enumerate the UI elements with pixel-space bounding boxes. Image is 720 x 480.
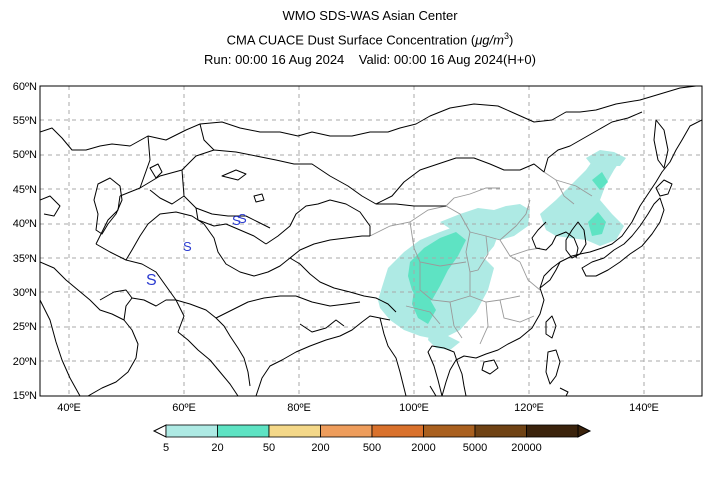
lat-label: 55ºN [13, 115, 37, 127]
colorbar-segment [371, 424, 424, 438]
caspian-sea [93, 177, 123, 235]
colorbar: 5 20 50 200 500 2000 5000 20000 [152, 424, 592, 454]
colorbar-segment [165, 424, 218, 438]
colorbar-label: 5000 [463, 442, 487, 454]
gridlines [40, 86, 702, 396]
station-marker: S [183, 239, 192, 254]
station-marker: S [146, 272, 157, 289]
coastline-korea [565, 221, 587, 259]
dust-area-north-china [440, 204, 530, 240]
chart-subtitle: CMA CUACE Dust Surface Concentration (μg… [226, 31, 514, 48]
dust-field-mid [408, 172, 608, 324]
run-time: Run: 00:00 16 Aug 2024 [204, 52, 345, 68]
lon-label: 80ºE [287, 402, 311, 414]
lon-label: 60ºE [172, 402, 196, 414]
lat-label: 15ºN [13, 390, 37, 402]
colorbar-segment [217, 424, 270, 438]
dust-core-manchuria [592, 172, 608, 190]
lat-label: 50ºN [13, 149, 37, 161]
colorbar-label: 5 [163, 442, 169, 454]
colorbar-label: 2000 [411, 442, 435, 454]
station-marker: S [238, 211, 247, 226]
colorbar-low-arrow [152, 424, 167, 438]
lat-label: 25ºN [13, 321, 37, 333]
map-frame [39, 85, 703, 397]
colorbar-label: 50 [263, 442, 275, 454]
coastlines-borders [40, 86, 702, 396]
dust-area-korea-manchuria [540, 152, 624, 246]
border-mongolia [375, 157, 545, 205]
lat-label: 40ºN [13, 218, 37, 230]
chart-title: WMO SDS-WAS Asian Center [282, 8, 458, 23]
latitude-axis: 15ºN 20ºN 25ºN 30ºN 35ºN 40ºN 45ºN 50ºN … [13, 81, 37, 402]
dust-area-northeast-strip [586, 150, 626, 168]
dust-core-sichuan [408, 232, 466, 304]
lat-label: 20ºN [13, 356, 37, 368]
lon-label: 100ºE [399, 402, 429, 414]
colorbar-segment [474, 424, 527, 438]
lat-label: 60ºN [13, 81, 37, 93]
colorbar-label: 200 [311, 442, 329, 454]
lon-label: 120ºE [514, 402, 544, 414]
border-kazakhstan [119, 149, 446, 207]
province-boundaries [369, 171, 593, 345]
lat-label: 35ºN [13, 253, 37, 265]
colorbar-segment [423, 424, 476, 438]
title-block: WMO SDS-WAS Asian Center CMA CUACE Dust … [0, 6, 720, 70]
lat-label: 45ºN [13, 184, 37, 196]
colorbar-label: 500 [363, 442, 381, 454]
colorbar-segment [320, 424, 373, 438]
coastline-hainan [481, 359, 499, 375]
colorbar-segment [526, 424, 579, 438]
colorbar-label: 20 [211, 442, 223, 454]
station-marker: S [232, 213, 241, 228]
dust-core-yunnan [412, 290, 436, 324]
dust-core-korea [588, 212, 606, 236]
valid-time: Valid: 00:00 16 Aug 2024(H+0) [358, 52, 536, 68]
station-markers: S S S S [146, 211, 247, 289]
coastline-india [177, 331, 239, 396]
lon-label: 40ºE [57, 402, 81, 414]
colorbar-labels: 5 20 50 200 500 2000 5000 20000 [163, 442, 542, 454]
colorbar-label: 20000 [511, 442, 542, 454]
coastline-taiwan [545, 315, 557, 339]
longitude-axis: 40ºE 60ºE 80ºE 100ºE 120ºE 140ºE [57, 402, 659, 414]
dust-area-taiwan-strait [428, 330, 460, 350]
lon-label: 140ºE [629, 402, 659, 414]
colorbar-segment [268, 424, 321, 438]
coastline-japan [581, 197, 665, 277]
colorbar-high-arrow [577, 424, 592, 438]
run-valid-line: Run: 00:00 16 Aug 2024 Valid: 00:00 16 A… [0, 50, 720, 70]
coastline-arabia [40, 261, 139, 396]
lat-label: 30ºN [13, 287, 37, 299]
colorbar-segments [165, 424, 579, 438]
